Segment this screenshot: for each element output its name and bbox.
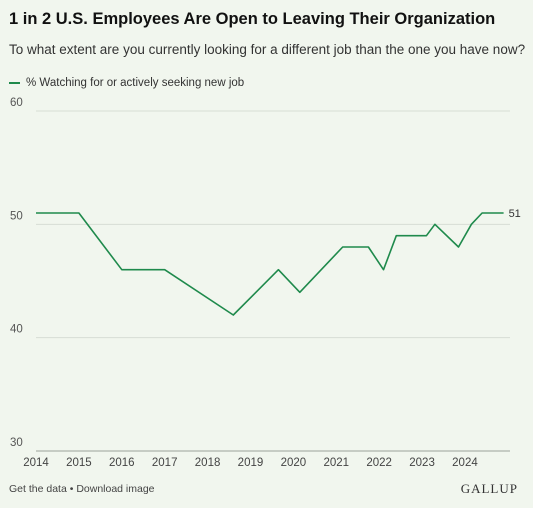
end-value-label: 51 bbox=[509, 208, 521, 220]
footer-links: Get the data • Download image bbox=[9, 483, 155, 495]
download-image-link[interactable]: Download image bbox=[76, 483, 155, 495]
y-tick-label: 60 bbox=[10, 97, 23, 109]
chart-subtitle: To what extent are you currently looking… bbox=[9, 42, 526, 57]
series-line-0 bbox=[36, 212, 504, 316]
footer-separator: • bbox=[66, 483, 77, 495]
x-tick-label: 2017 bbox=[152, 457, 178, 469]
x-tick-label: 2015 bbox=[66, 457, 92, 469]
gallup-logo: GALLUP bbox=[460, 481, 518, 496]
legend-swatch bbox=[9, 82, 20, 84]
x-tick-label: 2016 bbox=[109, 457, 135, 469]
x-tick-label: 2023 bbox=[409, 457, 435, 469]
y-tick-label: 40 bbox=[10, 324, 23, 336]
y-tick-label: 50 bbox=[10, 210, 23, 222]
x-tick-label: 2024 bbox=[452, 457, 478, 469]
x-tick-label: 2021 bbox=[323, 457, 349, 469]
get-data-link[interactable]: Get the data bbox=[9, 483, 67, 495]
legend: % Watching for or actively seeking new j… bbox=[9, 77, 244, 89]
legend-label: % Watching for or actively seeking new j… bbox=[26, 77, 245, 89]
chart-title: 1 in 2 U.S. Employees Are Open to Leavin… bbox=[9, 10, 496, 28]
x-tick-label: 2022 bbox=[366, 457, 392, 469]
x-tick-label: 2020 bbox=[281, 457, 307, 469]
x-tick-label: 2019 bbox=[238, 457, 264, 469]
x-tick-label: 2018 bbox=[195, 457, 221, 469]
x-tick-label: 2014 bbox=[23, 457, 49, 469]
y-tick-label: 30 bbox=[10, 437, 23, 449]
